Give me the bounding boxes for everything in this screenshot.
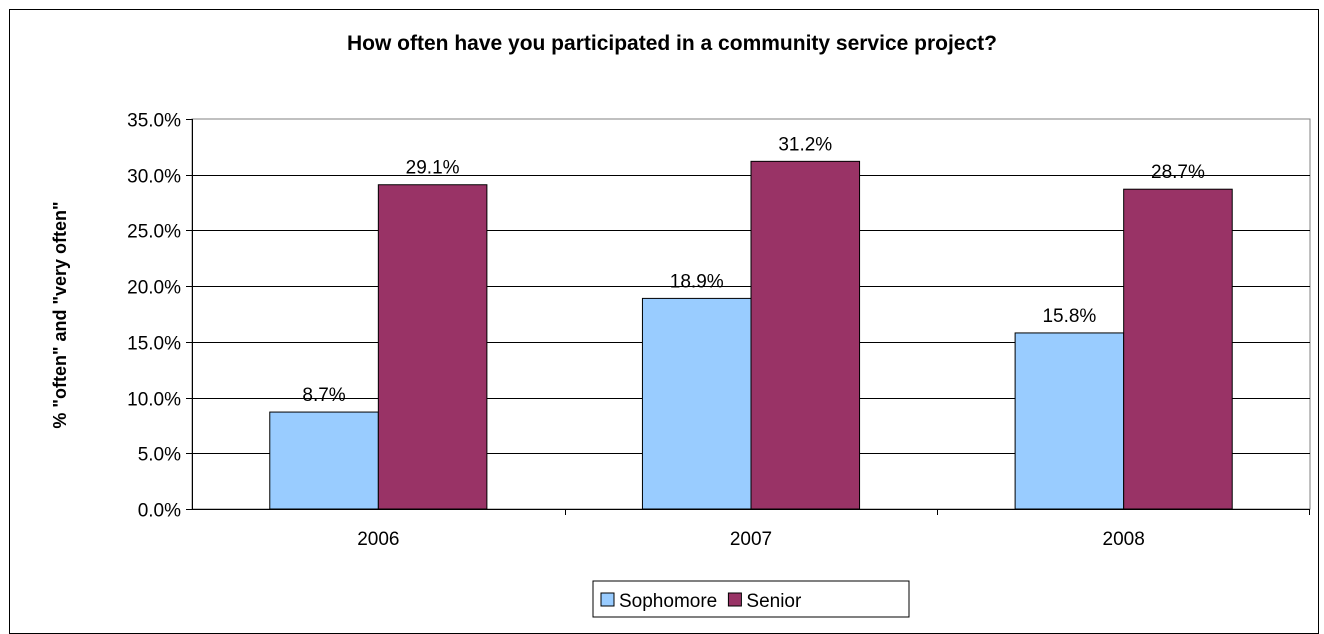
bar-senior-2007 <box>750 160 861 510</box>
y-tick-label: 25.0% <box>127 222 181 243</box>
data-label: 28.7% <box>1151 162 1205 183</box>
y-tick-label: 10.0% <box>127 390 181 411</box>
y-tick-label: 0.0% <box>138 501 181 522</box>
legend-label-senior: Senior <box>746 591 802 612</box>
bar-senior-2006 <box>377 184 488 510</box>
legend: Sophomore Senior <box>592 580 910 618</box>
x-tick-label: 2008 <box>1103 529 1145 550</box>
bar-sophomore-2008 <box>1014 332 1125 510</box>
y-tick-label: 30.0% <box>127 167 181 188</box>
y-tick-label: 5.0% <box>138 445 181 466</box>
data-label: 8.7% <box>302 385 345 406</box>
bar-senior-2008 <box>1123 188 1233 510</box>
axes: 0.0% 5.0% 10.0% 15.0% 20.0% 25.0% 30.0% 35.0% 20… <box>127 111 1310 550</box>
bar-sophomore-2007 <box>641 297 752 510</box>
legend-box <box>592 580 910 618</box>
data-label: 31.2% <box>778 134 832 155</box>
y-tick-label: 15.0% <box>127 334 181 355</box>
data-label: 15.8% <box>1042 306 1096 327</box>
data-label: 18.9% <box>670 271 724 292</box>
chart-title: How often have you participated in a com… <box>347 32 997 55</box>
legend-label-sophomore: Sophomore <box>619 591 717 612</box>
x-tick-label: 2007 <box>730 529 772 550</box>
legend-swatch-senior <box>727 592 742 607</box>
data-label: 29.1% <box>406 158 460 179</box>
y-tick-label: 20.0% <box>127 278 181 299</box>
y-tick-label: 35.0% <box>127 111 181 132</box>
x-tick-label: 2006 <box>357 529 399 550</box>
y-axis-label: % "often" and "very often" <box>50 201 70 428</box>
bars: 8.7% 29.1% 18.9% 31.2% 15.8% 28.7% <box>269 134 1233 510</box>
legend-swatch-sophomore <box>600 592 615 607</box>
bar-sophomore-2006 <box>269 411 379 510</box>
